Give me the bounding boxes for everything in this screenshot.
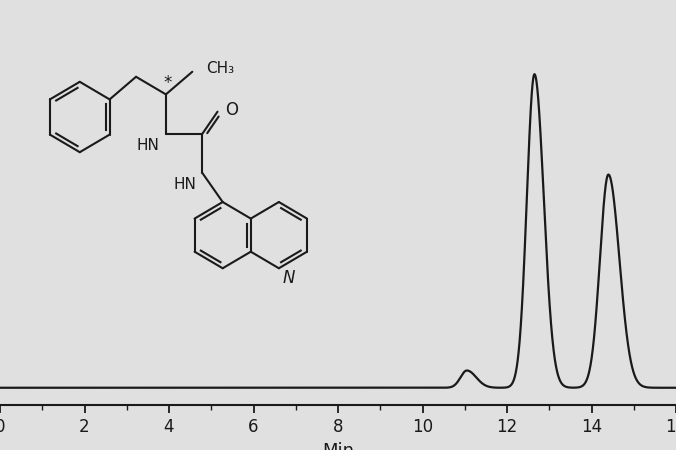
Text: O: O bbox=[225, 101, 238, 119]
Text: HN: HN bbox=[174, 177, 196, 192]
Text: HN: HN bbox=[137, 138, 160, 153]
Text: *: * bbox=[164, 74, 172, 92]
X-axis label: Min: Min bbox=[322, 442, 354, 450]
Text: N: N bbox=[283, 269, 295, 287]
Text: CH₃: CH₃ bbox=[206, 61, 235, 76]
